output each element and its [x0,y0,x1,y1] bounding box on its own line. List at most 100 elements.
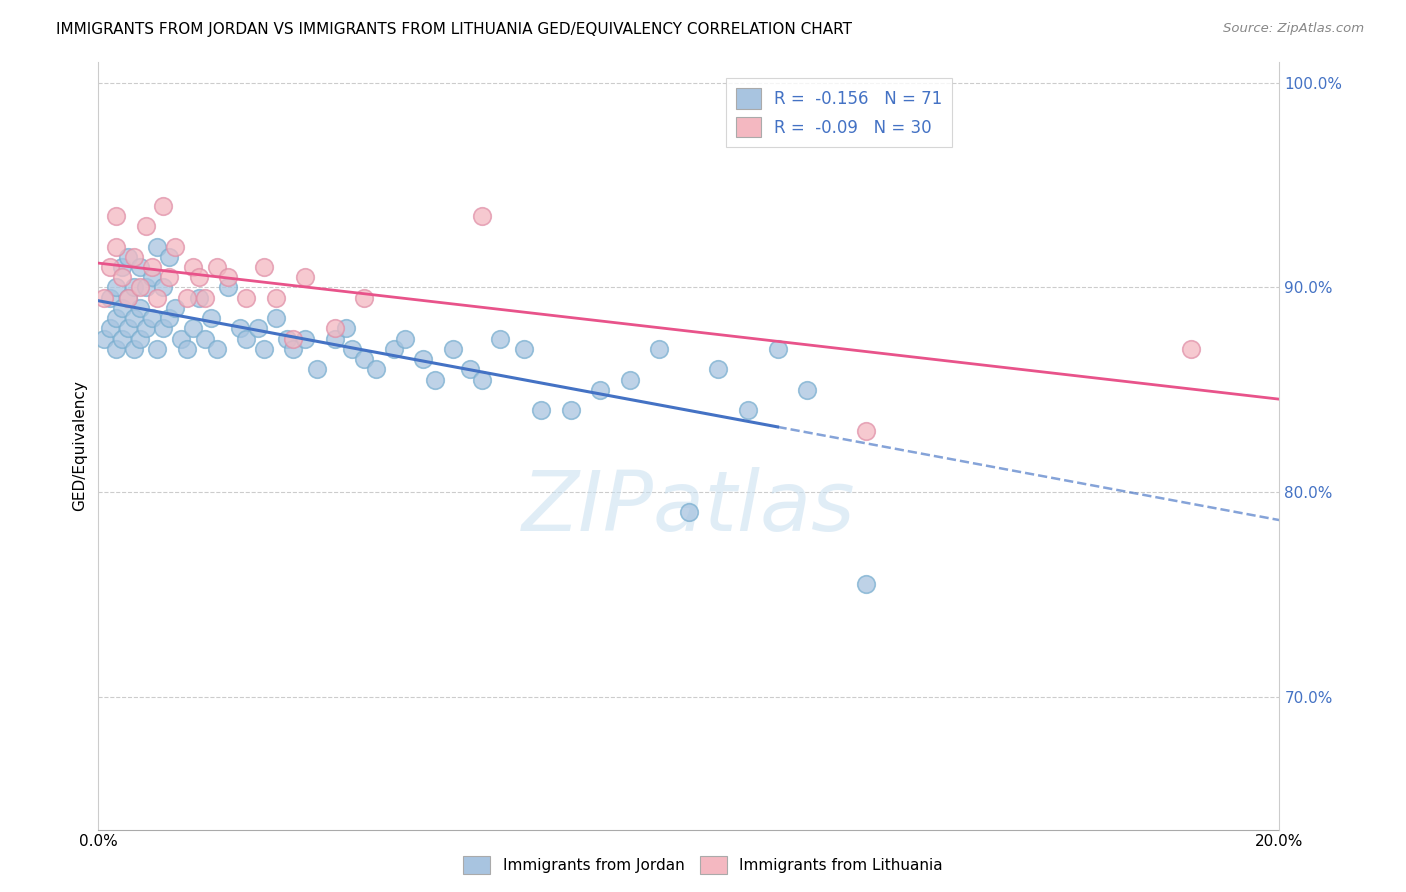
Point [205,260,228,274]
Point [796,383,818,397]
Point [737,403,759,417]
Point [229,321,252,335]
Point [176,342,198,356]
Point [122,311,145,326]
Point [855,577,877,591]
Point [471,372,494,386]
Point [423,372,446,386]
Point [165,239,187,253]
Point [382,342,405,356]
Point [235,332,257,346]
Point [187,291,209,305]
Point [105,280,128,294]
Point [117,291,139,305]
Point [111,260,134,274]
Point [117,321,139,335]
Point [157,250,180,264]
Point [412,352,434,367]
Point [111,301,134,315]
Point [678,506,700,520]
Point [253,260,276,274]
Point [141,311,163,326]
Point [619,372,641,386]
Point [152,321,174,335]
Point [589,383,612,397]
Point [93,332,115,346]
Point [200,311,222,326]
Point [283,332,305,346]
Point [181,321,204,335]
Point [217,280,239,294]
Point [105,342,128,356]
Point [146,291,169,305]
Text: IMMIGRANTS FROM JORDAN VS IMMIGRANTS FROM LITHUANIA GED/EQUIVALENCY CORRELATION : IMMIGRANTS FROM JORDAN VS IMMIGRANTS FRO… [56,22,852,37]
Point [560,403,582,417]
Point [441,342,464,356]
Point [135,321,157,335]
Point [294,270,316,285]
Point [353,291,375,305]
Point [353,352,375,367]
Point [165,301,187,315]
Point [128,301,150,315]
Point [194,291,217,305]
Point [460,362,482,376]
Point [648,342,671,356]
Point [342,342,364,356]
Point [117,250,139,264]
Point [105,311,128,326]
Point [394,332,416,346]
Point [323,332,346,346]
Point [122,280,145,294]
Point [135,219,157,233]
Point [276,332,298,346]
Point [246,321,269,335]
Point [766,342,789,356]
Point [205,342,228,356]
Point [530,403,553,417]
Legend: R =  -0.156   N = 71, R =  -0.09   N = 30: R = -0.156 N = 71, R = -0.09 N = 30 [725,78,952,147]
Point [152,280,174,294]
Point [253,342,276,356]
Point [146,342,169,356]
Point [364,362,387,376]
Point [141,260,163,274]
Point [122,250,145,264]
Point [98,260,121,274]
Point [105,209,128,223]
Point [264,291,287,305]
Point [855,424,877,438]
Point [1180,342,1202,356]
Point [181,260,204,274]
Point [135,280,157,294]
Point [122,342,145,356]
Point [707,362,730,376]
Point [176,291,198,305]
Legend: Immigrants from Jordan, Immigrants from Lithuania: Immigrants from Jordan, Immigrants from … [457,850,949,880]
Point [117,291,139,305]
Point [157,311,180,326]
Y-axis label: GED/Equivalency: GED/Equivalency [72,381,87,511]
Point [111,270,134,285]
Point [128,332,150,346]
Point [157,270,180,285]
Point [105,239,128,253]
Point [128,280,150,294]
Point [305,362,328,376]
Point [489,332,512,346]
Point [194,332,217,346]
Point [98,321,121,335]
Point [235,291,257,305]
Point [93,291,115,305]
Point [264,311,287,326]
Point [170,332,193,346]
Point [335,321,357,335]
Text: Source: ZipAtlas.com: Source: ZipAtlas.com [1223,22,1364,36]
Point [141,270,163,285]
Point [128,260,150,274]
Point [187,270,209,285]
Point [294,332,316,346]
Point [217,270,239,285]
Text: ZIPatlas: ZIPatlas [522,467,856,548]
Point [98,291,121,305]
